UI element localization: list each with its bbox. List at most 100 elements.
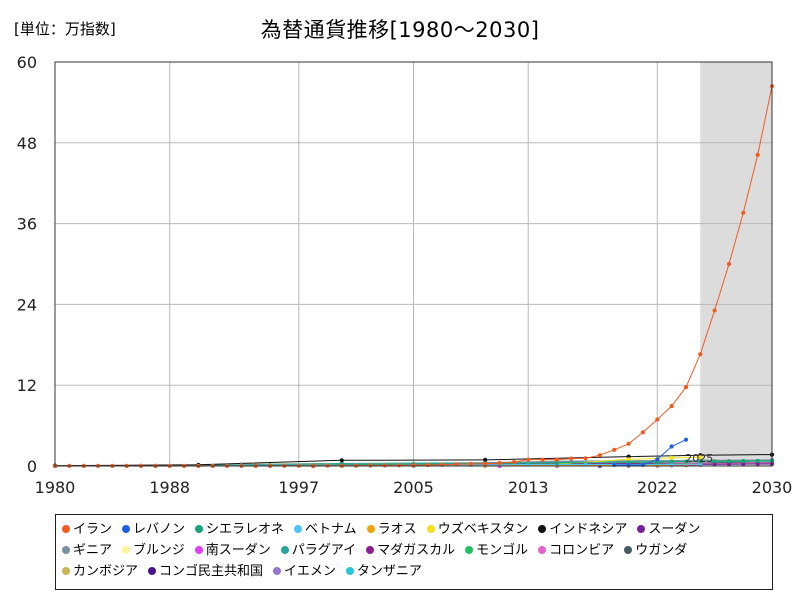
legend: イラン レバノン シエラレオネ ベトナム ラオス ウズベキスタン インドネシア スーダンギニア… [55,514,773,590]
legend-label: ウガンダ [635,543,688,558]
data-point [755,458,760,463]
legend-item: シエラレオネ [195,519,284,540]
legend-marker [122,525,131,533]
data-point [397,463,402,468]
data-point [698,459,703,464]
data-point [726,261,732,267]
y-tick-label: 48 [17,134,37,153]
legend-marker [426,525,435,533]
y-tick-label: 36 [17,215,37,234]
legend-label: ベトナム [305,522,357,537]
x-tick-label: 1980 [35,478,76,497]
y-tick-label: 0 [27,457,37,476]
legend-item: カンボジア [62,561,138,582]
legend-label: ウズベキスタン [437,522,529,537]
data-point [698,352,703,357]
legend-label: コロンビア [549,543,615,558]
forecast-region [700,62,772,466]
data-point [468,461,473,467]
legend-item: ベトナム [294,519,357,540]
data-point [583,456,588,461]
x-tick-label: 1988 [149,478,190,497]
legend-marker [122,546,131,554]
legend-label: 南スーダン [205,543,271,558]
chart-title: 為替通貨推移[1980〜2030] [260,18,540,42]
legend-item: ラオス [366,519,417,540]
legend-marker [538,546,547,554]
data-point [655,417,660,422]
data-point [741,461,746,467]
unit-label: [単位：万指数] [14,20,116,38]
legend-marker [280,546,289,554]
legend-item: スーダン [637,519,700,540]
legend-label: イエメン [284,564,336,579]
legend-marker [62,525,70,533]
y-tick-label: 60 [17,53,37,72]
legend-item: コンゴ民主共和国 [148,561,263,582]
legend-item: イラン [62,519,112,540]
data-point [597,453,603,458]
legend-label: パラグアイ [291,543,357,558]
legend-label: ギニア [73,543,113,558]
data-point [511,459,516,465]
data-point [669,404,674,409]
legend-item: 南スーダン [194,540,271,561]
data-point [640,430,646,435]
legend-label: シエラレオネ [206,522,285,537]
legend-marker [273,567,282,575]
data-point [683,459,689,464]
legend-item: モンゴル [465,540,528,561]
data-point [712,462,717,467]
data-point [698,455,703,460]
data-point [454,462,459,467]
legend-item: コロンビア [538,540,614,561]
legend-item: イエメン [273,561,336,582]
legend-marker [366,546,375,554]
legend-label: イラン [73,522,113,537]
data-point [698,462,703,467]
data-point [712,308,717,313]
data-point [683,385,689,390]
legend-label: スーダン [648,522,701,537]
legend-label: マダガスカル [377,543,456,558]
plot-frame [54,61,773,467]
legend-marker [538,525,547,533]
legend-label: インドネシア [549,522,628,537]
legend-marker [62,567,70,575]
x-tick-label: 2005 [393,478,434,497]
legend-marker [148,567,157,575]
legend-marker [624,546,633,554]
data-point [669,455,674,460]
legend-marker [465,546,474,554]
data-point [411,463,416,468]
legend-label: ラオス [377,522,417,537]
data-point [683,437,689,442]
data-point [382,463,387,468]
x-tick-label: 2022 [637,478,678,497]
data-point [554,460,560,466]
data-point [741,210,746,215]
legend-item: ギニア [62,540,112,561]
legend-label: カンボジア [73,564,139,579]
legend-marker [62,546,70,554]
data-point [540,457,545,462]
legend-item: マダガスカル [366,540,455,561]
data-point [626,441,631,446]
series-line-1 [614,439,687,466]
data-point [755,152,760,157]
data-point [755,461,760,466]
legend-marker [345,567,354,575]
legend-marker [194,546,203,554]
data-point [526,457,531,462]
legend-label: コンゴ民主共和国 [159,564,264,579]
legend-label: レバノン [133,522,186,537]
data-point [669,459,674,464]
y-tick-label: 24 [17,295,37,314]
legend-item: ウガンダ [624,540,687,561]
legend-label: タンザニア [356,564,422,579]
data-point [483,461,488,466]
data-point [483,457,488,462]
x-tick-label: 2030 [752,478,793,497]
legend-marker [294,525,303,533]
data-point [626,457,631,462]
